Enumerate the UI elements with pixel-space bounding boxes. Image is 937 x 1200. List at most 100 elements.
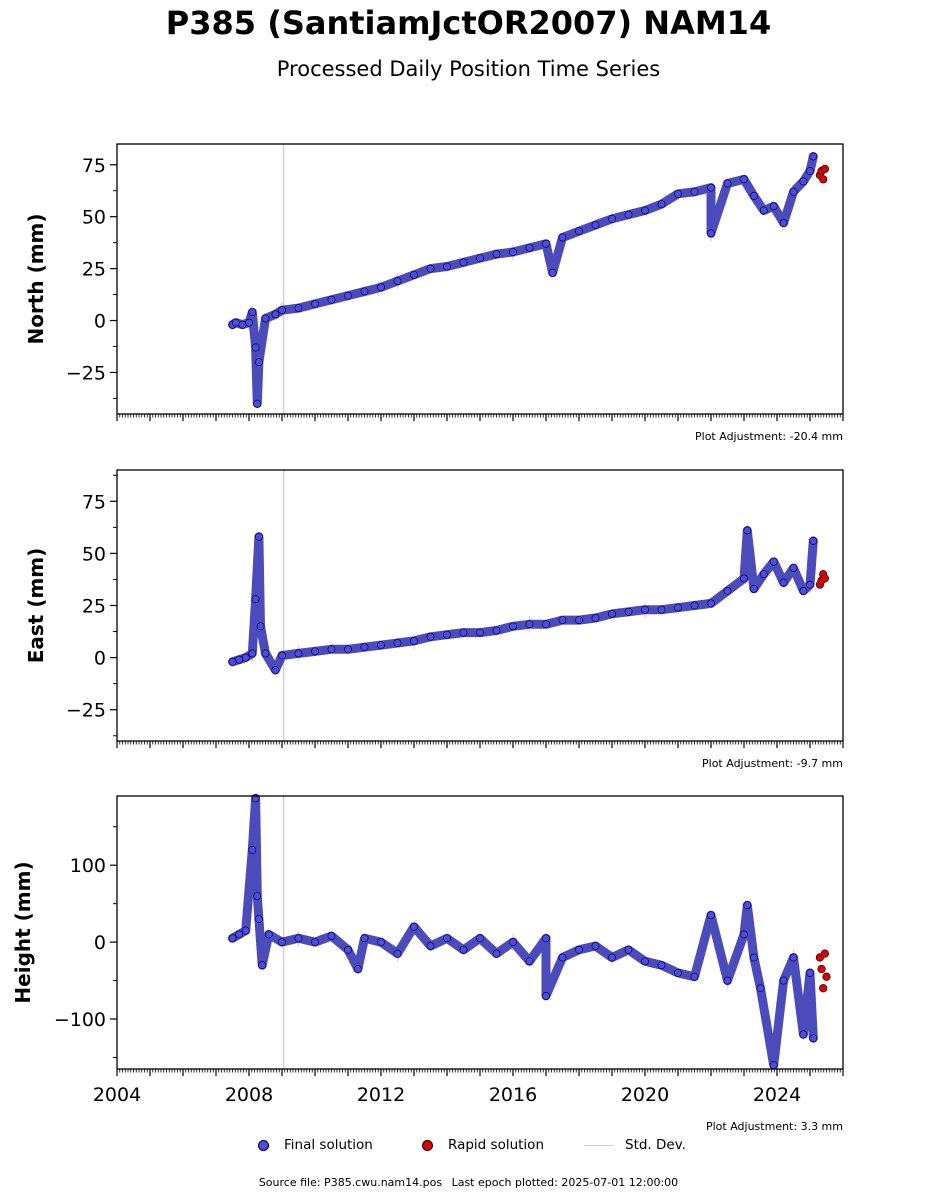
source-line: Source file: P385.cwu.nam14.pos Last epo… [0, 1176, 937, 1189]
final-point [707, 183, 715, 192]
legend-std-label: Std. Dev. [625, 1137, 686, 1153]
final-point [492, 949, 501, 958]
final-point [750, 953, 758, 962]
final-point [251, 595, 260, 604]
final-point [799, 1030, 808, 1039]
final-point [789, 953, 798, 962]
final-point [690, 601, 699, 610]
final-point [542, 620, 550, 629]
final-point [235, 930, 243, 939]
final-point [443, 262, 451, 271]
y-tick-label: 0 [94, 648, 106, 670]
page-title: P385 (SantiamJctOR2007) NAM14 [165, 4, 772, 42]
final-point [377, 938, 385, 947]
final-point [509, 938, 517, 947]
y-tick-label: 50 [82, 543, 106, 565]
final-point [476, 254, 484, 263]
final-point [271, 310, 280, 319]
final-point [707, 911, 715, 920]
plot-adjustment: Plot Adjustment: 3.3 mm [706, 1120, 843, 1133]
final-point [789, 564, 798, 572]
final-point [231, 318, 240, 327]
final-point [228, 657, 237, 666]
y-tick-label: −100 [54, 1009, 106, 1031]
legend: Final solution Rapid solution Std. Dev. [0, 1137, 937, 1159]
rapid-point [819, 175, 828, 184]
final-point [344, 945, 352, 954]
final-point [426, 264, 435, 273]
final-point [558, 953, 567, 962]
x-tick-label: 2020 [621, 1084, 669, 1106]
final-point [542, 239, 550, 248]
final-point [769, 1061, 778, 1070]
y-tick-label: 100 [70, 855, 106, 877]
final-point [443, 630, 451, 639]
legend-final-label: Final solution [284, 1137, 373, 1153]
final-point [492, 250, 501, 258]
x-tick-label: 2024 [753, 1084, 801, 1106]
y-tick-label: 0 [94, 311, 106, 333]
final-point [769, 202, 778, 211]
final-point [608, 609, 616, 618]
last-epoch: Last epoch plotted: 2025-07-01 12:00:00 [451, 1176, 679, 1189]
final-point [707, 599, 715, 608]
panel-0: −25 0 25 50 75 North (mm) Plot Adjustment: -20… [24, 143, 844, 443]
final-point [241, 653, 250, 662]
rapid-point [819, 984, 828, 993]
final-point [327, 932, 336, 940]
final-point [723, 587, 732, 595]
final-point [251, 343, 260, 352]
x-tick-label: 2016 [489, 1084, 537, 1106]
y-axis-label: East (mm) [24, 548, 48, 664]
final-point [235, 655, 243, 664]
final-point [256, 622, 265, 631]
legend-final: Final solution [258, 1137, 373, 1153]
final-point [261, 314, 270, 323]
final-point [690, 187, 699, 196]
plot-frame [116, 795, 844, 1070]
final-point [241, 926, 250, 935]
rapid-point [820, 574, 829, 583]
final-point [248, 308, 257, 317]
final-point [657, 605, 666, 614]
final-point [779, 976, 788, 985]
final-point [723, 179, 732, 188]
final-point [756, 984, 765, 993]
final-point [228, 934, 237, 943]
final-point [591, 614, 600, 622]
y-tick-label: 25 [82, 596, 106, 618]
final-point [608, 953, 616, 962]
final-point [344, 291, 352, 300]
final-point [327, 295, 336, 304]
page-subtitle: Processed Daily Position Time Series [276, 57, 661, 81]
final-point [575, 227, 583, 236]
final-point [248, 649, 257, 658]
final-point [294, 304, 303, 312]
final-point [769, 557, 778, 566]
rapid-point [817, 964, 826, 974]
final-point [558, 616, 567, 624]
rapid-point [822, 972, 831, 981]
final-point [509, 622, 517, 631]
final-point [525, 620, 534, 629]
series-band [228, 152, 818, 409]
final-point [360, 934, 369, 943]
final-point [740, 930, 748, 939]
plot-frame [116, 469, 844, 742]
final-point [809, 152, 818, 161]
final-point [740, 574, 748, 583]
final-point [410, 270, 418, 279]
final-point [254, 358, 263, 366]
final-point [353, 965, 362, 973]
y-axis-label: North (mm) [24, 213, 48, 344]
final-point [294, 649, 303, 658]
final-point [377, 283, 385, 292]
final-point [809, 1034, 818, 1043]
final-point [750, 192, 758, 200]
final-point [759, 206, 768, 215]
final-point [271, 666, 280, 675]
final-point [327, 645, 336, 654]
final-point [393, 949, 402, 958]
final-point [426, 632, 435, 641]
